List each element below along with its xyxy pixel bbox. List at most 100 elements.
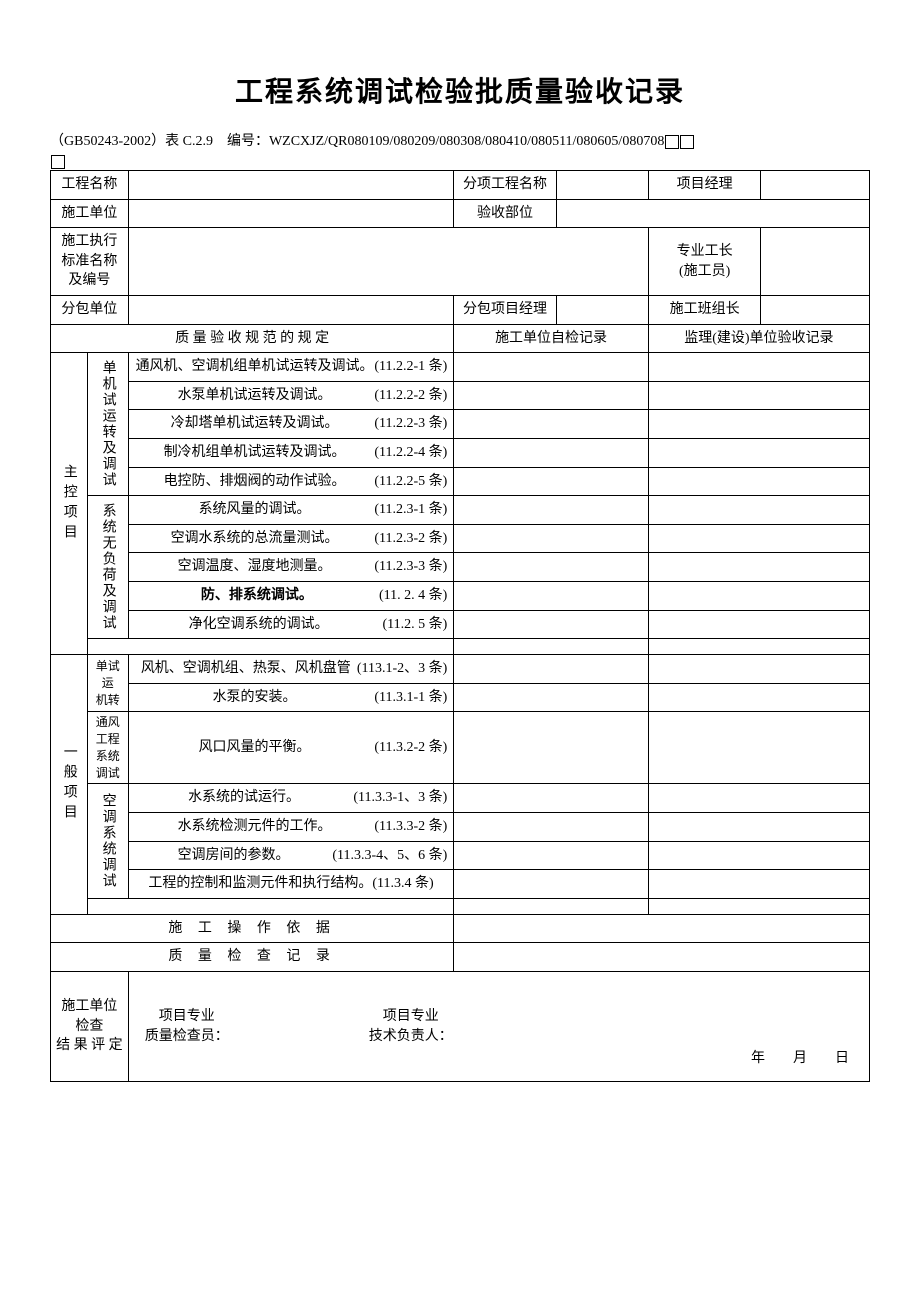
- item-text: 净化空调系统的调试。 (11.2. 5 条): [128, 610, 454, 639]
- item-desc: 空调水系统的总流量测试。: [171, 531, 339, 546]
- item-ref: (11.3.1-1 条): [374, 688, 447, 708]
- gen-sub3-label: 空调系统调试: [87, 784, 128, 898]
- header-row: 施工单位 验收部位: [51, 199, 870, 228]
- label-supervisor-record: 监理(建设)单位验收记录: [648, 324, 869, 353]
- general-section-label: 一般项目: [51, 655, 88, 915]
- label-subproject-name: 分项工程名称: [454, 171, 556, 200]
- self-check-cell: [454, 683, 648, 712]
- gen-sub1-label: 单试运机转: [87, 655, 128, 712]
- supervisor-cell: [648, 898, 869, 914]
- supervisor-cell: [648, 553, 869, 582]
- item-row: 空调房间的参数。 (11.3.3-4、5、6 条): [51, 841, 870, 870]
- item-row: 主控项目 单机试运转及调试 通风机、空调机组单机试运转及调试。(11.2.2-1…: [51, 353, 870, 382]
- item-ref: (11.2.2-3 条): [374, 414, 447, 434]
- supervisor-cell: [648, 841, 869, 870]
- item-row: 水系统检测元件的工作。 (11.3.3-2 条): [51, 813, 870, 842]
- subhead-line: （GB50243-2002）表 C.2.9 编号：WZCXJZ/QR080109…: [50, 130, 870, 150]
- item-row: 净化空调系统的调试。 (11.2. 5 条): [51, 610, 870, 639]
- item-text: 空调水系统的总流量测试。(11.2.3-2 条): [128, 524, 454, 553]
- item-ref: (11.3.3-1、3 条): [353, 788, 447, 808]
- self-check-cell: [454, 813, 648, 842]
- item-text: 制冷机组单机试运转及调试。(11.2.2-4 条): [128, 438, 454, 467]
- self-check-cell: [454, 353, 648, 382]
- item-desc: 防、排系统调试。: [201, 588, 313, 603]
- self-check-cell: [454, 655, 648, 684]
- main-section-label: 主控项目: [51, 353, 88, 655]
- supervisor-cell: [648, 581, 869, 610]
- supervisor-cell: [648, 467, 869, 496]
- supervisor-cell: [648, 683, 869, 712]
- item-row: 制冷机组单机试运转及调试。(11.2.2-4 条): [51, 438, 870, 467]
- item-ref: (11.3.3-4、5、6 条): [332, 846, 447, 866]
- item-text: 工程的控制和监测元件和执行结构。(11.3.4 条): [128, 870, 454, 899]
- item-ref: (11.3.3-2 条): [374, 817, 447, 837]
- item-ref: (11.2.3-3 条): [374, 557, 447, 577]
- header-row: 工程名称 分项工程名称 项目经理: [51, 171, 870, 200]
- supervisor-cell: [648, 784, 869, 813]
- subhead-line-2: [50, 154, 870, 170]
- value-subcontract-manager: [556, 295, 648, 324]
- item-row: 工程的控制和监测元件和执行结构。(11.3.4 条): [51, 870, 870, 899]
- item-row: 一般项目 单试运机转 风机、空调机组、热泵、风机盘管(113.1-2、3 条): [51, 655, 870, 684]
- self-check-cell: [454, 467, 648, 496]
- item-row: 系统无负荷及调试 系统风量的调试。(11.2.3-1 条): [51, 496, 870, 525]
- self-check-cell: [454, 581, 648, 610]
- header-row: 分包单位 分包项目经理 施工班组长: [51, 295, 870, 324]
- subhead-code: WZCXJZ/QR080109/080209/080308/080410/080…: [269, 134, 664, 149]
- item-desc: 水系统检测元件的工作。: [178, 819, 332, 834]
- supervisor-cell: [648, 655, 869, 684]
- item-desc: 净化空调系统的调试。: [189, 617, 329, 632]
- supervisor-cell: [648, 438, 869, 467]
- item-desc: 通风机、空调机组单机试运转及调试。: [136, 359, 374, 374]
- sig-right-area: 项目专业 质量检查员： 项目专业 技术负责人： 年 月 日: [128, 972, 869, 1082]
- item-ref: (11. 2. 4 条): [379, 586, 447, 606]
- item-desc: 水系统的试运行。: [188, 790, 300, 805]
- signature-row: 施工单位检查 结 果 评 定 项目专业 质量检查员： 项目专业 技术负责人： 年…: [51, 972, 870, 1082]
- self-check-cell: [454, 712, 648, 784]
- item-text: 风机、空调机组、热泵、风机盘管(113.1-2、3 条): [128, 655, 454, 684]
- spacer: [87, 898, 453, 914]
- label-quality-check-record: 质 量 检 查 记 录: [51, 943, 454, 972]
- supervisor-cell: [648, 410, 869, 439]
- label-project-name: 工程名称: [51, 171, 129, 200]
- item-desc: 风口风量的平衡。: [199, 740, 311, 755]
- value-construction-unit: [128, 199, 454, 228]
- item-desc: 水泵单机试运转及调试。: [178, 388, 332, 403]
- item-ref: (11.2.2-5 条): [374, 472, 447, 492]
- gen-sub1b: 机转: [96, 693, 120, 707]
- header-row: 施工执行标准名称及编号 专业工长 (施工员): [51, 228, 870, 296]
- item-ref: (11.2.2-1 条): [374, 357, 447, 377]
- value-quality-check-record: [454, 943, 870, 972]
- item-row: 电控防、排烟阀的动作试验。 (11.2.2-5 条): [51, 467, 870, 496]
- item-desc: 工程的控制和监测元件和执行结构。(11.3.4 条): [148, 876, 433, 891]
- item-text: 空调温度、湿度地测量。(11.2.3-3 条): [128, 553, 454, 582]
- item-text: 冷却塔单机试运转及调试。(11.2.2-3 条): [128, 410, 454, 439]
- label-standard: 施工执行标准名称及编号: [51, 228, 129, 296]
- item-row: 通风工程系统调试 风口风量的平衡。(11.3.2-2 条): [51, 712, 870, 784]
- item-row: 空调系统调试 水系统的试运行。(11.3.3-1、3 条): [51, 784, 870, 813]
- spacer: [87, 639, 453, 655]
- item-ref: (11.2. 5 条): [383, 615, 448, 635]
- item-row: 水泵单机试运转及调试。(11.2.2-2 条): [51, 381, 870, 410]
- item-row: 冷却塔单机试运转及调试。(11.2.2-3 条): [51, 410, 870, 439]
- item-row: 防、排系统调试。 (11. 2. 4 条): [51, 581, 870, 610]
- item-text: 系统风量的调试。(11.2.3-1 条): [128, 496, 454, 525]
- self-check-cell: [454, 784, 648, 813]
- item-desc: 制冷机组单机试运转及调试。: [164, 445, 346, 460]
- checkbox-icon: [680, 135, 694, 149]
- item-ref: (11.2.3-1 条): [374, 500, 447, 520]
- self-check-cell: [454, 870, 648, 899]
- sig-tech-label: 项目专业 技术负责人：: [369, 1007, 453, 1046]
- item-text: 防、排系统调试。 (11. 2. 4 条): [128, 581, 454, 610]
- sig-qc-label: 项目专业 质量检查员：: [145, 1007, 229, 1046]
- subhead-prefix: （GB50243-2002）表 C.2.9 编号：: [50, 134, 269, 149]
- sig-left-label: 施工单位检查 结 果 评 定: [51, 972, 129, 1082]
- label-foreman: 专业工长 (施工员): [648, 228, 761, 296]
- item-desc: 空调房间的参数。: [178, 848, 290, 863]
- label-self-check: 施工单位自检记录: [454, 324, 648, 353]
- value-project-name: [128, 171, 454, 200]
- label-subcontract-unit: 分包单位: [51, 295, 129, 324]
- item-desc: 电控防、排烟阀的动作试验。: [164, 474, 346, 489]
- footer-row: 质 量 检 查 记 录: [51, 943, 870, 972]
- item-row: 空调温度、湿度地测量。(11.2.3-3 条): [51, 553, 870, 582]
